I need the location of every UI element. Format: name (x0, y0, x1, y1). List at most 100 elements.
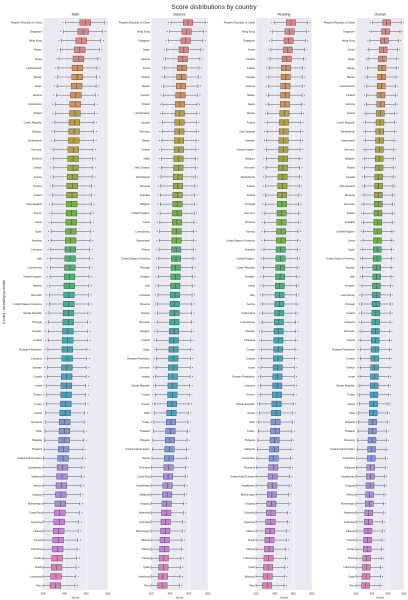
outlier (47, 267, 48, 268)
category-label: Belgium (345, 157, 354, 161)
outlier (361, 231, 362, 232)
category-label: United Kingdom (23, 275, 41, 279)
outlier (186, 494, 187, 495)
outlier (156, 276, 157, 277)
outlier (257, 403, 258, 404)
outlier (95, 158, 96, 159)
category-label: Argentina (344, 511, 356, 515)
category-label: Colombia (31, 547, 43, 551)
outlier (394, 231, 395, 232)
category-label: Greece (346, 365, 355, 369)
outlier (51, 131, 52, 132)
outlier (300, 240, 301, 241)
outlier (183, 549, 184, 550)
outlier (260, 285, 261, 286)
category-label: United Kingdom (236, 148, 254, 152)
category-label: Slovenia (140, 302, 151, 306)
category-label: Switzerland (341, 138, 355, 142)
panel-science: 200 400 600 800ScienceScorePeople's Republi… (119, 13, 211, 600)
outlier (102, 49, 103, 50)
panel-overall: 200 400 600 800OverallScorePeople's Republi… (324, 13, 407, 600)
x-tick-label: 600 (187, 592, 192, 596)
category-label: Norway (33, 284, 42, 288)
outlier (97, 113, 98, 114)
outlier (264, 140, 265, 141)
category-label: Mexico (347, 493, 356, 497)
category-label: Austria (34, 175, 43, 179)
x-tick-label: 200 (149, 592, 154, 596)
outlier (157, 213, 158, 214)
outlier (46, 294, 47, 295)
outlier (365, 67, 366, 68)
category-label: New Zealand (135, 166, 151, 170)
category-label: Australia (245, 247, 256, 251)
category-label: Indonesia (31, 574, 43, 578)
outlier (48, 231, 49, 232)
outlier (258, 367, 259, 368)
outlier (361, 240, 362, 241)
outlier (78, 567, 79, 568)
x-tick-label: 200 (254, 592, 259, 596)
outlier (91, 285, 92, 286)
outlier (287, 558, 288, 559)
category-label: Sweden (245, 329, 255, 333)
outlier (297, 349, 298, 350)
outlier (52, 113, 53, 114)
outlier (308, 31, 309, 32)
outlier (290, 503, 291, 504)
category-label: Switzerland (241, 311, 255, 315)
x-tick-label: 800 (206, 592, 211, 596)
category-label: Montenegro (136, 529, 150, 533)
panel-reading: 200 400 600 800ReadingScorePeople's Republi… (224, 13, 315, 600)
category-label: Italy (37, 257, 42, 261)
outlier (155, 313, 156, 314)
x-tick-label: 400 (62, 592, 67, 596)
category-label: People's Republic of China (324, 20, 356, 24)
outlier (161, 95, 162, 96)
outlier (266, 67, 267, 68)
outlier (157, 222, 158, 223)
outlier (81, 521, 82, 522)
outlier (359, 304, 360, 305)
outlier (50, 167, 51, 168)
outlier (382, 567, 383, 568)
category-label: France (142, 247, 151, 251)
outlier (184, 540, 185, 541)
category-label: Singapore (243, 39, 255, 43)
outlier (95, 149, 96, 150)
outlier (49, 213, 50, 214)
x-tick-label: 600 (291, 592, 296, 596)
outlier (360, 267, 361, 268)
outlier (95, 167, 96, 168)
category-label: Japan (143, 48, 151, 52)
outlier (310, 22, 311, 23)
outlier (395, 176, 396, 177)
category-label: Austria (247, 302, 256, 306)
outlier (47, 285, 48, 286)
outlier (395, 167, 396, 168)
outlier (193, 340, 194, 341)
category-label: Montenegro (28, 502, 42, 506)
outlier (262, 222, 263, 223)
category-label: Liechtenstein (340, 84, 356, 88)
outlier (59, 40, 60, 41)
category-label: Costa Rica (342, 456, 355, 460)
outlier (192, 367, 193, 368)
x-axis-label: Score (376, 596, 384, 600)
outlier (259, 340, 260, 341)
outlier (363, 122, 364, 123)
category-label: Albania (346, 529, 355, 533)
category-label: Ireland (247, 66, 255, 70)
outlier (357, 394, 358, 395)
category-label: France (347, 211, 356, 215)
category-label: Argentina (139, 511, 151, 515)
category-label: Jordan (347, 547, 355, 551)
category-label: Argentina (244, 520, 256, 524)
outlier (300, 222, 301, 223)
outlier (368, 40, 369, 41)
outlier (297, 331, 298, 332)
outlier (189, 449, 190, 450)
outlier (300, 231, 301, 232)
outlier (44, 376, 45, 377)
category-label: Canada (33, 166, 43, 170)
